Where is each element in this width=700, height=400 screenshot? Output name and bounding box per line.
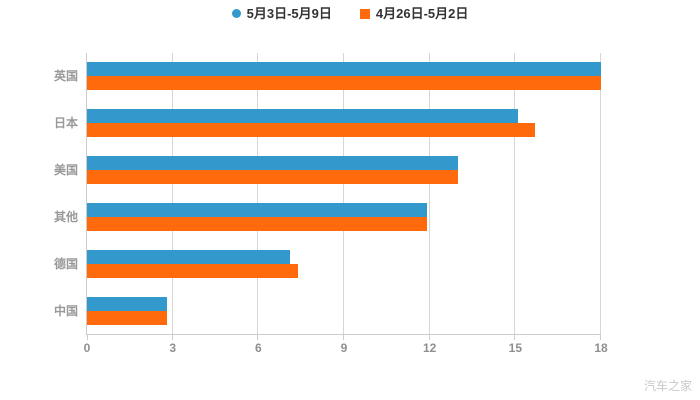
legend-square-marker-icon (359, 8, 370, 19)
bar-pair (87, 249, 601, 278)
bar-series1-1[interactable] (87, 109, 519, 124)
bar-series1-3[interactable] (87, 202, 427, 217)
x-axis-tick (428, 334, 430, 340)
category-row-3: 其他 (54, 194, 601, 241)
x-tick-label-3: 3 (169, 341, 176, 355)
bar-pair (87, 296, 601, 325)
bar-series2-2[interactable] (87, 170, 459, 185)
watermark: 汽车之家 (643, 379, 692, 393)
gridline-x-3 (171, 53, 173, 334)
bar-series2-0[interactable] (87, 76, 601, 91)
bar-series1-4[interactable] (87, 249, 290, 264)
x-tick-label-18: 18 (594, 341, 608, 355)
x-axis-tick (514, 334, 516, 340)
legend-item-week-previous[interactable]: 4月26日-5月2日 (359, 6, 469, 21)
category-row-5: 中国 (54, 287, 601, 334)
gridline-x-12 (428, 53, 430, 334)
category-label: 其他 (53, 209, 78, 224)
gridline-x-9 (343, 53, 344, 334)
bar-series2-4[interactable] (87, 263, 299, 278)
gridline-x-18 (600, 53, 601, 334)
x-axis-tick (171, 334, 173, 340)
gridline-x-15 (514, 53, 516, 334)
category-row-4: 德国 (54, 240, 601, 287)
x-axis-tick (343, 334, 344, 340)
bar-series2-1[interactable] (87, 123, 536, 138)
legend-circle-marker-icon (231, 9, 241, 18)
bar-pair (87, 109, 601, 138)
category-row-1: 日本 (54, 100, 601, 147)
x-axis-tick (257, 334, 259, 340)
legend-label-week-current: 5月3日-5月9日 (246, 6, 332, 21)
plot-area: 0 3 6 9 12 15 18 英国日本美国其他德国中国 (54, 53, 608, 354)
bar-pair (87, 202, 601, 231)
category-label: 美国 (53, 163, 78, 178)
bar-series1-2[interactable] (87, 156, 459, 171)
bar-series2-5[interactable] (87, 310, 167, 325)
x-axis-tick (87, 334, 88, 340)
bar-pair (87, 156, 601, 185)
bar-series1-5[interactable] (87, 296, 167, 311)
category-label: 德国 (53, 256, 78, 271)
gridline-x-6 (257, 53, 259, 334)
category-label: 英国 (53, 69, 78, 84)
bar-pair (87, 62, 601, 91)
x-axis-tick (600, 334, 601, 340)
legend-label-week-previous: 4月26日-5月2日 (375, 6, 469, 21)
x-tick-label-0: 0 (83, 341, 91, 355)
category-label: 中国 (53, 303, 78, 318)
x-tick-label-15: 15 (508, 341, 523, 355)
x-tick-label-9: 9 (340, 341, 348, 355)
bar-series2-3[interactable] (87, 216, 427, 231)
category-row-2: 美国 (54, 147, 601, 194)
category-label: 日本 (53, 116, 78, 131)
legend-item-week-current[interactable]: 5月3日-5月9日 (231, 6, 332, 21)
category-row-0: 英国 (54, 53, 601, 100)
legend: 5月3日-5月9日 4月26日-5月2日 (0, 7, 700, 20)
x-tick-label-6: 6 (254, 341, 262, 355)
bar-series1-0[interactable] (87, 62, 601, 77)
x-tick-label-12: 12 (422, 341, 437, 355)
